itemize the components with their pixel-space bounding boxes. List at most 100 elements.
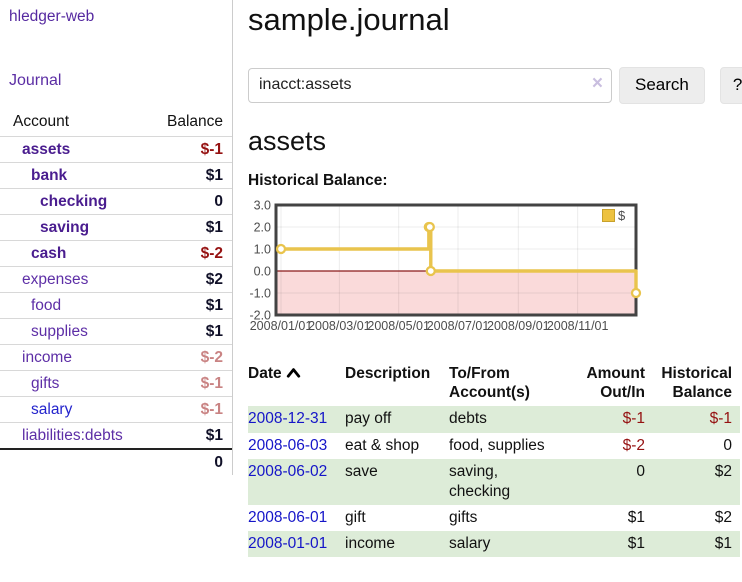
- transaction-balance: $2: [714, 509, 732, 526]
- svg-text:2008/03/01: 2008/03/01: [308, 319, 371, 333]
- register-col-description: Description: [345, 364, 431, 382]
- account-link-liabilities-debts[interactable]: liabilities:debts: [22, 426, 123, 444]
- account-link-gifts[interactable]: gifts: [31, 374, 60, 392]
- accounts-header-row: Account Balance: [0, 109, 232, 137]
- account-link-assets[interactable]: assets: [22, 140, 71, 158]
- svg-text:2008/01/01: 2008/01/01: [250, 319, 313, 333]
- account-link-supplies[interactable]: supplies: [31, 322, 88, 340]
- transaction-accounts: gifts: [449, 509, 478, 526]
- page: hledger-web Journal Account Balance asse…: [0, 0, 742, 558]
- transaction-amount: $1: [627, 535, 645, 553]
- account-balance: $-1: [200, 374, 223, 392]
- transaction-date-link[interactable]: 2008-06-02: [248, 462, 328, 480]
- sidebar: hledger-web Journal Account Balance asse…: [0, 0, 233, 475]
- search-button[interactable]: Search: [619, 66, 705, 104]
- legend-swatch-icon: [602, 208, 615, 222]
- account-balance: $-2: [200, 244, 223, 262]
- register-col-tofrom: To/From Account(s): [449, 364, 530, 402]
- account-link-checking[interactable]: checking: [40, 192, 108, 210]
- legend-label: $: [618, 207, 626, 223]
- account-link-saving[interactable]: saving: [40, 218, 90, 236]
- account-row: income $-2: [0, 344, 232, 371]
- chart-legend: $: [600, 206, 628, 224]
- transaction-amount: $1: [627, 509, 645, 526]
- register-table: Date Description To/From Account(s) Amou…: [248, 362, 740, 558]
- account-row: assets $-1: [0, 136, 232, 163]
- account-balance: $1: [205, 322, 223, 340]
- account-balance: $1: [205, 218, 223, 236]
- svg-text:-2.0: -2.0: [249, 308, 271, 322]
- transaction-date-link[interactable]: 2008-01-01: [248, 535, 328, 553]
- account-row: saving $1: [0, 214, 232, 241]
- account-link-income[interactable]: income: [22, 348, 72, 366]
- account-balance: 0: [214, 192, 223, 210]
- sort-asc-icon: [286, 364, 301, 383]
- accounts-col-account: Account: [13, 113, 70, 130]
- transaction-description: pay off: [345, 410, 392, 428]
- transaction-accounts: debts: [449, 410, 487, 428]
- transaction-row: 2008-06-03 eat & shop food, supplies $-2…: [248, 433, 740, 459]
- account-row: salary $-1: [0, 396, 232, 423]
- account-row: gifts $-1: [0, 370, 232, 397]
- register-col-date[interactable]: Date: [248, 362, 345, 407]
- accounts-total: 0: [214, 453, 223, 471]
- page-title: sample.journal: [248, 2, 450, 37]
- accounts-table: Account Balance assets $-1 bank $1 check…: [0, 109, 232, 475]
- transaction-description: gift: [345, 509, 366, 526]
- svg-text:3.0: 3.0: [254, 198, 271, 212]
- account-row: cash $-2: [0, 240, 232, 267]
- search-input[interactable]: [248, 67, 612, 103]
- svg-text:2008/05/01: 2008/05/01: [367, 319, 430, 333]
- account-link-expenses[interactable]: expenses: [22, 270, 89, 288]
- svg-text:1.0: 1.0: [254, 242, 271, 256]
- account-row: supplies $1: [0, 318, 232, 345]
- account-row: bank $1: [0, 162, 232, 189]
- account-link-food[interactable]: food: [31, 296, 62, 314]
- account-link-cash[interactable]: cash: [31, 244, 67, 262]
- accounts-total-row: 0: [0, 449, 232, 475]
- transaction-row: 2008-06-01 gift gifts $1 $2: [248, 505, 740, 531]
- historical-balance-chart: 3.0 2.0 1.0 0.0 -1.0 -2.0 2008/01/01 2008/03/01…: [248, 198, 668, 347]
- transaction-balance: $1: [714, 535, 732, 553]
- transaction-date-link[interactable]: 2008-12-31: [248, 410, 328, 428]
- account-row: food $1: [0, 292, 232, 319]
- account-balance: $-1: [200, 140, 223, 158]
- account-link-salary[interactable]: salary: [31, 400, 73, 418]
- accounts-col-balance: Balance: [166, 113, 223, 130]
- account-balance: $1: [205, 296, 223, 314]
- transaction-balance: $-1: [709, 410, 732, 428]
- search-form: × Search ?: [248, 66, 742, 104]
- account-balance: $1: [205, 426, 223, 444]
- main-content: sample.journal × Search ? assets Histori…: [233, 0, 742, 558]
- svg-text:2008/07/01: 2008/07/01: [427, 319, 490, 333]
- transaction-amount: $-2: [622, 436, 645, 454]
- transaction-description: save: [345, 462, 378, 480]
- chart-title: Historical Balance:: [248, 171, 388, 189]
- help-button[interactable]: ?: [719, 66, 742, 104]
- brand-link[interactable]: hledger-web: [9, 8, 95, 25]
- transaction-amount: 0: [636, 462, 645, 480]
- transaction-description: eat & shop: [345, 436, 420, 454]
- transaction-accounts: food, supplies: [449, 436, 545, 454]
- clear-icon[interactable]: ×: [591, 72, 603, 94]
- account-balance: $1: [205, 166, 223, 184]
- transaction-date-link[interactable]: 2008-06-01: [248, 509, 328, 526]
- transaction-balance: $2: [714, 462, 732, 480]
- transaction-accounts: saving, checking: [449, 462, 511, 500]
- transaction-date-link[interactable]: 2008-06-03: [248, 436, 328, 454]
- transaction-balance: 0: [723, 436, 732, 454]
- transaction-amount: $-1: [622, 410, 645, 428]
- account-row: expenses $2: [0, 266, 232, 293]
- account-balance: $-2: [200, 348, 223, 366]
- svg-text:-1.0: -1.0: [249, 286, 271, 300]
- account-link-bank[interactable]: bank: [31, 166, 68, 184]
- register-col-amount: Amount Out/In: [586, 364, 645, 402]
- transaction-row: 2008-12-31 pay off debts $-1 $-1: [248, 406, 740, 433]
- account-balance: $2: [205, 270, 223, 288]
- transaction-description: income: [345, 535, 395, 553]
- transaction-accounts: salary: [449, 535, 491, 553]
- sidebar-item-journal[interactable]: Journal: [9, 72, 62, 89]
- account-balance: $-1: [200, 400, 223, 418]
- account-row: liabilities:debts $1: [0, 422, 232, 450]
- svg-text:0.0: 0.0: [254, 264, 271, 278]
